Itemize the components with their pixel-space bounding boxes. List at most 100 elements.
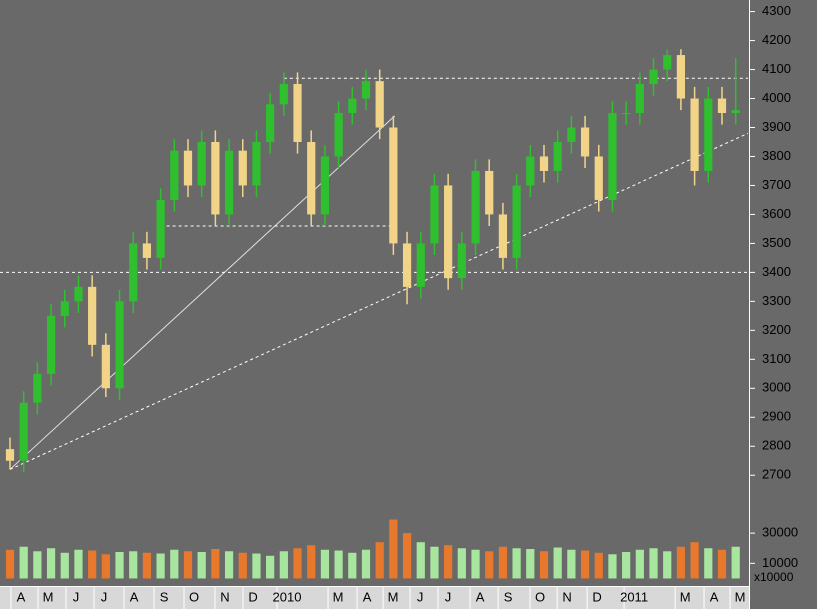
- volume-bar: [526, 549, 535, 579]
- candle-body: [60, 301, 69, 316]
- candle-body: [731, 110, 740, 114]
- volume-bar: [444, 545, 453, 579]
- y-tick-label: 2700: [762, 467, 791, 482]
- volume-bar: [156, 553, 165, 579]
- volume-bar: [170, 549, 179, 579]
- volume-bar: [485, 551, 494, 579]
- y-tick-label: 3100: [762, 351, 791, 366]
- x-tick-label: S: [160, 589, 169, 604]
- volume-bar: [183, 551, 193, 579]
- x-tick-label: A: [710, 589, 719, 604]
- candle-body: [19, 402, 28, 461]
- candle-body: [663, 55, 672, 70]
- candle-body: [33, 373, 42, 403]
- y-tick-label: 3400: [762, 264, 791, 279]
- y-tick-label: 3900: [762, 119, 791, 134]
- volume-bar: [457, 548, 466, 579]
- x-tick-label: 2011: [620, 589, 648, 604]
- candle-body: [183, 150, 193, 186]
- x-tick-label: M: [735, 589, 746, 604]
- x-tick-label: A: [476, 589, 485, 604]
- volume-bar: [430, 546, 439, 579]
- candle-body: [211, 141, 220, 215]
- volume-bar: [471, 549, 480, 579]
- volume-bar: [416, 542, 425, 579]
- volume-bar: [663, 551, 672, 579]
- candle-body: [717, 98, 727, 114]
- candle-body: [594, 156, 603, 200]
- volume-bar: [88, 550, 97, 579]
- candle-body: [142, 243, 152, 258]
- candle-body: [361, 81, 371, 99]
- volume-bar: [567, 549, 576, 579]
- y-tick-label: 4000: [762, 90, 791, 105]
- candle-body: [5, 449, 15, 461]
- candle-body: [266, 104, 275, 142]
- candle-body: [402, 243, 412, 287]
- candle-body: [320, 156, 330, 215]
- volume-bar: [539, 551, 549, 579]
- volume-bar: [142, 552, 152, 579]
- x-tick-label: 2010: [273, 589, 302, 604]
- y-tick-label: 3500: [762, 235, 791, 250]
- y-tick-label: 4100: [762, 61, 791, 76]
- candle-body: [252, 141, 261, 186]
- x-tick-label: M: [680, 589, 691, 604]
- candle-body: [567, 127, 576, 142]
- candle-body: [526, 156, 535, 186]
- volume-bar: [129, 551, 138, 579]
- candle-body: [197, 141, 206, 186]
- volume-bar: [211, 549, 220, 579]
- volume-bar: [649, 548, 658, 579]
- candle-body: [580, 127, 590, 157]
- candle-body: [416, 243, 425, 287]
- volume-bar: [690, 542, 699, 579]
- x-tick-label: J: [445, 589, 452, 604]
- x-tick-label: J: [73, 589, 80, 604]
- trend-line: [9, 115, 396, 470]
- x-tick-label: M: [43, 589, 54, 604]
- volume-bar: [320, 549, 330, 579]
- volume-bar: [5, 549, 15, 579]
- candle-body: [704, 98, 713, 171]
- candle-body: [115, 301, 124, 389]
- volume-bar: [512, 548, 521, 579]
- candle-body: [156, 199, 165, 258]
- x-tick-label: S: [504, 589, 513, 604]
- x-tick-label: A: [363, 589, 372, 604]
- volume-bar: [60, 552, 69, 579]
- candle-body: [539, 156, 549, 171]
- volume-bar: [348, 552, 357, 579]
- candle-body: [457, 243, 466, 279]
- volume-bar: [74, 549, 83, 579]
- candle-body: [635, 84, 644, 114]
- candle-body: [307, 141, 316, 215]
- candle-body: [649, 69, 658, 85]
- volume-unit: x10000: [754, 570, 794, 584]
- candle-body: [389, 127, 398, 244]
- x-tick-label: M: [388, 589, 399, 604]
- volume-tick-label: 30000: [762, 525, 798, 540]
- candle-body: [512, 185, 521, 258]
- candle-body: [129, 243, 138, 302]
- candle-body: [430, 185, 439, 244]
- x-tick-label: O: [535, 589, 545, 604]
- candle-body: [74, 286, 83, 302]
- volume-bar: [402, 533, 412, 579]
- candle-body: [471, 170, 480, 244]
- volume-bar: [307, 545, 316, 579]
- y-tick-label: 4300: [762, 3, 791, 18]
- volume-bar: [33, 551, 42, 579]
- volume-bar: [389, 519, 398, 579]
- y-tick-label: 4200: [762, 32, 791, 47]
- x-tick-label: N: [220, 589, 229, 604]
- candle-body: [553, 141, 562, 171]
- x-tick-label: N: [562, 589, 571, 604]
- volume-bar: [334, 550, 343, 579]
- x-tick-label: A: [130, 589, 139, 604]
- volume-bar: [608, 554, 617, 579]
- y-tick-label: 3200: [762, 322, 791, 337]
- candle-body: [690, 98, 699, 171]
